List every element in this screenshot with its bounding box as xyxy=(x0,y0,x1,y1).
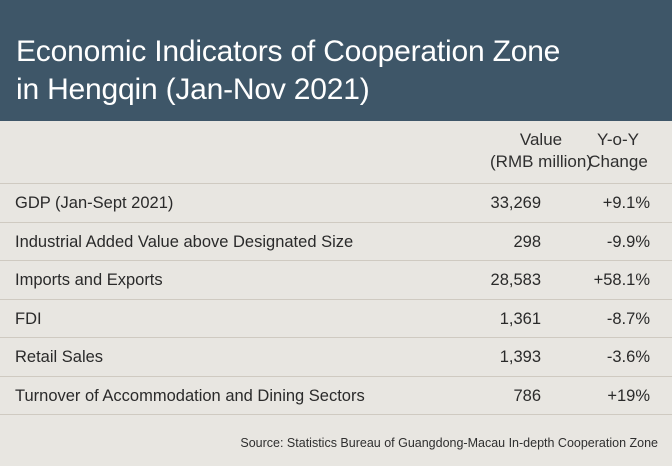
table-row: GDP (Jan-Sept 2021) 33,269 +9.1% xyxy=(0,184,672,223)
change-header-line-2: Change xyxy=(588,152,648,171)
table-row: Imports and Exports 28,583 +58.1% xyxy=(0,261,672,300)
change-column-header: Y-o-Y Change xyxy=(578,129,658,173)
row-value: 1,361 xyxy=(499,309,541,328)
row-label: Imports and Exports xyxy=(15,271,163,289)
row-value: 786 xyxy=(513,386,541,405)
row-label: GDP (Jan-Sept 2021) xyxy=(15,194,174,212)
column-header-row: Value (RMB million) Y-o-Y Change xyxy=(0,121,672,184)
row-value: 33,269 xyxy=(490,194,541,212)
row-value: 1,393 xyxy=(499,348,541,366)
row-label: FDI xyxy=(15,309,42,328)
row-change: -9.9% xyxy=(606,232,650,251)
table-body: GDP (Jan-Sept 2021) 33,269 +9.1% Industrial… xyxy=(0,184,672,415)
row-change: -8.7% xyxy=(606,309,650,328)
row-label: Retail Sales xyxy=(15,348,104,366)
source-note: Source: Statistics Bureau of Guangdong-M… xyxy=(240,436,658,450)
page-title: Economic Indicators of Cooperation Zone … xyxy=(16,33,672,109)
title-banner: Economic Indicators of Cooperation Zone … xyxy=(0,0,672,121)
row-change: -3.6% xyxy=(606,348,650,366)
row-change: +58.1% xyxy=(593,271,650,289)
row-change: +9.1% xyxy=(602,194,650,212)
row-label: Turnover of Accommodation and Dining Sec… xyxy=(15,386,365,405)
value-header-line-2: (RMB million) xyxy=(490,152,592,171)
table-row: Turnover of Accommodation and Dining Sec… xyxy=(0,377,672,415)
row-label: Industrial Added Value above Designated … xyxy=(15,232,354,251)
value-header-line-1: Value xyxy=(519,130,563,149)
table-row: Retail Sales 1,393 -3.6% xyxy=(0,338,672,377)
row-change: +19% xyxy=(607,386,650,405)
value-column-header: Value (RMB million) xyxy=(471,129,611,173)
title-line-2: in Hengqin (Jan-Nov 2021) xyxy=(16,73,370,106)
table-row: Industrial Added Value above Designated … xyxy=(0,223,672,261)
change-header-line-1: Y-o-Y xyxy=(597,130,639,149)
row-value: 298 xyxy=(513,232,541,251)
table-row: FDI 1,361 -8.7% xyxy=(0,300,672,338)
title-line-1: Economic Indicators of Cooperation Zone xyxy=(16,35,561,68)
row-value: 28,583 xyxy=(490,271,541,289)
